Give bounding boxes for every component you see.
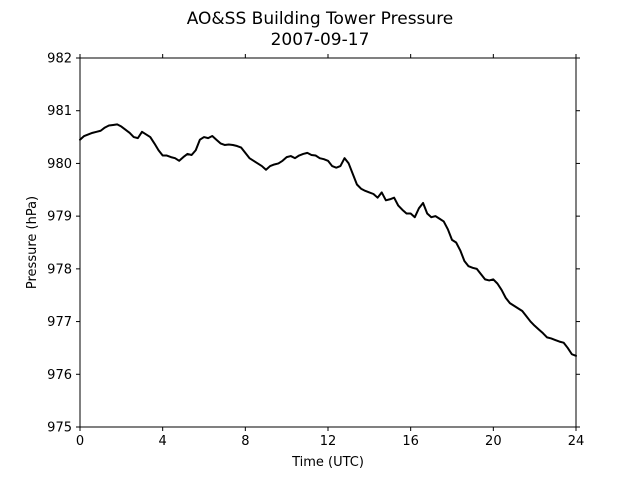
y-tick-label: 975 xyxy=(47,421,72,436)
x-axis-label: Time (UTC) xyxy=(291,455,364,470)
y-axis-ticks: 975 976 977 978 979 980 981 982 xyxy=(47,52,580,436)
chart-title: AO&SS Building Tower Pressure xyxy=(187,9,454,29)
x-tick-label: 20 xyxy=(485,434,502,449)
y-axis-label: Pressure (hPa) xyxy=(25,196,40,289)
x-axis-ticks: 0 4 8 12 16 20 24 xyxy=(76,54,584,449)
plot-frame xyxy=(79,57,577,428)
x-tick-label: 8 xyxy=(241,434,249,449)
y-tick-label: 981 xyxy=(47,104,72,119)
x-tick-label: 16 xyxy=(402,434,419,449)
x-tick-label: 4 xyxy=(159,434,167,449)
y-tick-label: 978 xyxy=(47,262,72,277)
x-tick-label: 0 xyxy=(76,434,84,449)
y-tick-label: 982 xyxy=(47,52,72,67)
y-tick-label: 979 xyxy=(47,210,72,225)
x-tick-label: 24 xyxy=(568,434,585,449)
x-tick-label: 12 xyxy=(320,434,337,449)
chart-subtitle: 2007-09-17 xyxy=(271,30,370,50)
pressure-series-line xyxy=(79,123,577,357)
y-tick-label: 977 xyxy=(47,315,72,330)
y-tick-label: 980 xyxy=(47,157,72,172)
y-tick-label: 976 xyxy=(47,368,72,383)
plot-area xyxy=(79,123,577,357)
